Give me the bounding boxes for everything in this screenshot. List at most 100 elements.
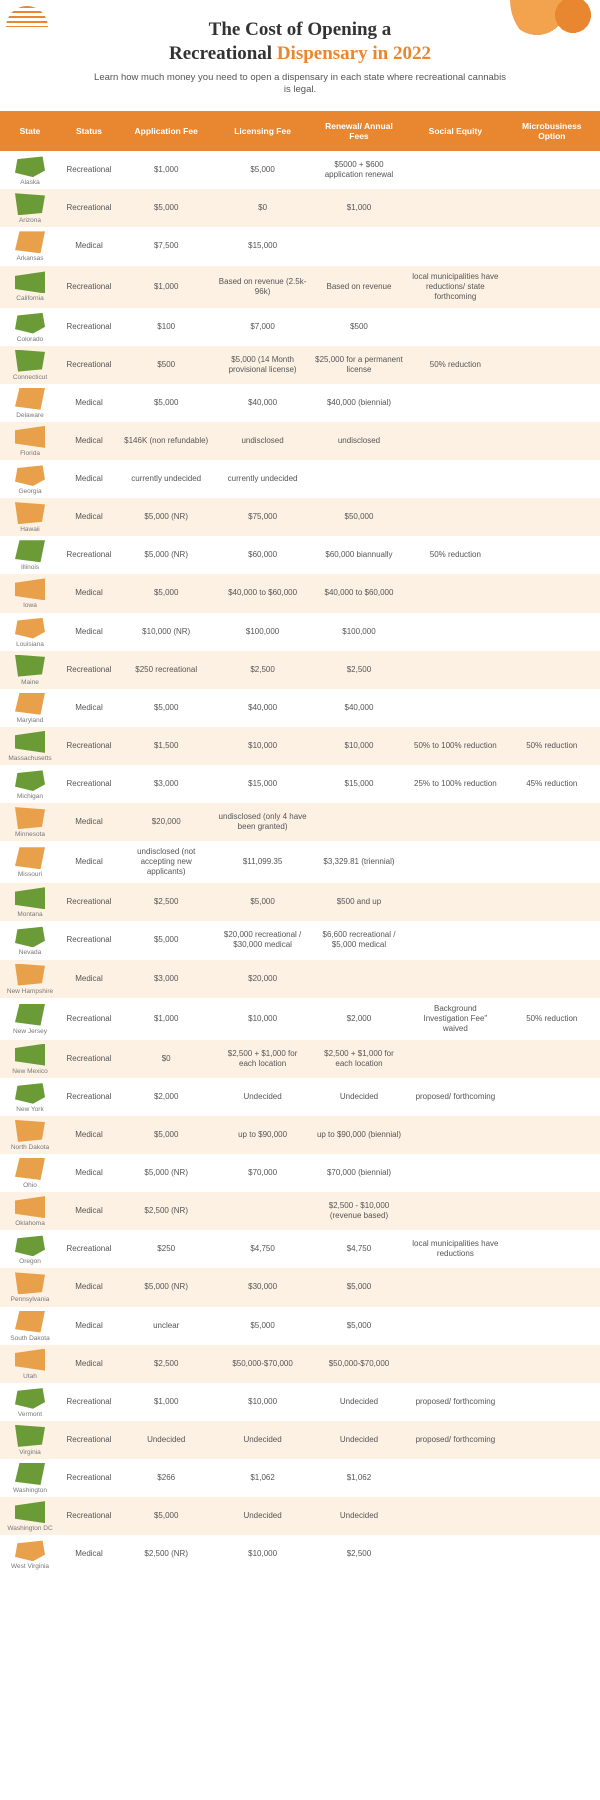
state-cell: Minnesota [0, 803, 60, 841]
state-cell: Maryland [0, 689, 60, 727]
cell-status: Medical [60, 803, 118, 841]
state-name-label: Florida [2, 450, 58, 458]
table-row: DelawareMedical$5,000$40,000$40,000 (bie… [0, 384, 600, 422]
cell-status: Medical [60, 498, 118, 536]
table-row: ArkansasMedical$7,500$15,000 [0, 227, 600, 265]
state-cell: Virginia [0, 1421, 60, 1459]
cell-micro [504, 841, 600, 883]
cell-soc [407, 1192, 503, 1230]
cell-micro [504, 803, 600, 841]
cell-ren: $50,000 [311, 498, 407, 536]
state-shape-icon [15, 1082, 45, 1104]
cell-soc [407, 613, 503, 651]
cell-status: Medical [60, 460, 118, 498]
cell-micro [504, 1154, 600, 1192]
cell-soc [407, 422, 503, 460]
cell-soc [407, 960, 503, 998]
state-cell: Oregon [0, 1230, 60, 1268]
cell-app: $3,000 [118, 960, 214, 998]
cell-soc: local municipalities have reductions [407, 1230, 503, 1268]
cell-micro [504, 189, 600, 227]
cell-ren: Based on revenue [311, 266, 407, 308]
state-shape-icon [15, 1120, 45, 1142]
state-shape-icon [15, 1272, 45, 1294]
cell-lic: $75,000 [214, 498, 310, 536]
state-name-label: New Mexico [2, 1068, 58, 1076]
state-cell: Oklahoma [0, 1192, 60, 1230]
state-shape-icon [15, 1349, 45, 1371]
state-name-label: Minnesota [2, 831, 58, 839]
state-shape-icon [15, 1463, 45, 1485]
cell-micro [504, 151, 600, 189]
cell-lic [214, 1192, 310, 1230]
cell-lic: $4,750 [214, 1230, 310, 1268]
state-cell: California [0, 266, 60, 308]
cost-table: StateStatusApplication FeeLicensing FeeR… [0, 111, 600, 1573]
cell-ren: $70,000 (biennial) [311, 1154, 407, 1192]
table-row: New MexicoRecreational$0$2,500 + $1,000 … [0, 1040, 600, 1078]
state-shape-icon [15, 312, 45, 334]
cell-status: Recreational [60, 1497, 118, 1535]
cell-ren: $2,500 + $1,000 for each location [311, 1040, 407, 1078]
state-name-label: Vermont [2, 1411, 58, 1419]
table-row: South DakotaMedicalunclear$5,000$5,000 [0, 1307, 600, 1345]
state-shape-icon [15, 769, 45, 791]
cell-micro: 50% reduction [504, 727, 600, 765]
cell-app: $5,000 [118, 574, 214, 612]
cell-status: Recreational [60, 1078, 118, 1116]
cell-app: $2,500 (NR) [118, 1192, 214, 1230]
table-row: FloridaMedical$146K (non refundable)undi… [0, 422, 600, 460]
cell-ren [311, 803, 407, 841]
cell-micro [504, 651, 600, 689]
state-cell: Utah [0, 1345, 60, 1383]
state-name-label: Arizona [2, 217, 58, 225]
table-row: MichiganRecreational$3,000$15,000$15,000… [0, 765, 600, 803]
cell-soc: 25% to 100% reduction [407, 765, 503, 803]
state-name-label: New Jersey [2, 1028, 58, 1036]
cell-soc [407, 883, 503, 921]
cell-app: $5,000 [118, 1116, 214, 1154]
cell-status: Recreational [60, 151, 118, 189]
state-cell: New Hampshire [0, 960, 60, 998]
cell-micro [504, 384, 600, 422]
cell-lic: Undecided [214, 1421, 310, 1459]
cell-lic: undisclosed [214, 422, 310, 460]
cell-soc [407, 803, 503, 841]
column-header: Status [60, 111, 118, 151]
state-shape-icon [15, 1004, 45, 1026]
cell-status: Recreational [60, 266, 118, 308]
title-line1: The Cost of Opening a [209, 19, 392, 40]
table-row: West VirginiaMedical$2,500 (NR)$10,000$2… [0, 1535, 600, 1573]
state-cell: West Virginia [0, 1535, 60, 1573]
cell-lic: $2,500 + $1,000 for each location [214, 1040, 310, 1078]
cell-status: Recreational [60, 1230, 118, 1268]
cell-micro [504, 574, 600, 612]
cell-status: Medical [60, 841, 118, 883]
cell-app: unclear [118, 1307, 214, 1345]
table-row: OklahomaMedical$2,500 (NR)$2,500 - $10,0… [0, 1192, 600, 1230]
cell-micro [504, 1383, 600, 1421]
state-cell: New Jersey [0, 998, 60, 1040]
state-name-label: North Dakota [2, 1144, 58, 1152]
cell-ren: Undecided [311, 1383, 407, 1421]
cell-ren: Undecided [311, 1078, 407, 1116]
cell-status: Medical [60, 1154, 118, 1192]
cell-app: $1,000 [118, 1383, 214, 1421]
cell-micro [504, 1116, 600, 1154]
state-name-label: Hawaii [2, 526, 58, 534]
state-name-label: Washington DC [2, 1525, 58, 1533]
cell-ren: up to $90,000 (biennial) [311, 1116, 407, 1154]
table-row: OregonRecreational$250$4,750$4,750local … [0, 1230, 600, 1268]
state-shape-icon [15, 655, 45, 677]
cell-lic: undisclosed (only 4 have been granted) [214, 803, 310, 841]
cell-status: Medical [60, 1268, 118, 1306]
cell-status: Recreational [60, 1383, 118, 1421]
state-shape-icon [15, 540, 45, 562]
cell-soc [407, 308, 503, 346]
state-name-label: Missouri [2, 871, 58, 879]
column-header: Licensing Fee [214, 111, 310, 151]
state-shape-icon [15, 731, 45, 753]
cell-lic: $40,000 [214, 384, 310, 422]
cell-lic: $5,000 [214, 1307, 310, 1345]
state-cell: Connecticut [0, 346, 60, 384]
